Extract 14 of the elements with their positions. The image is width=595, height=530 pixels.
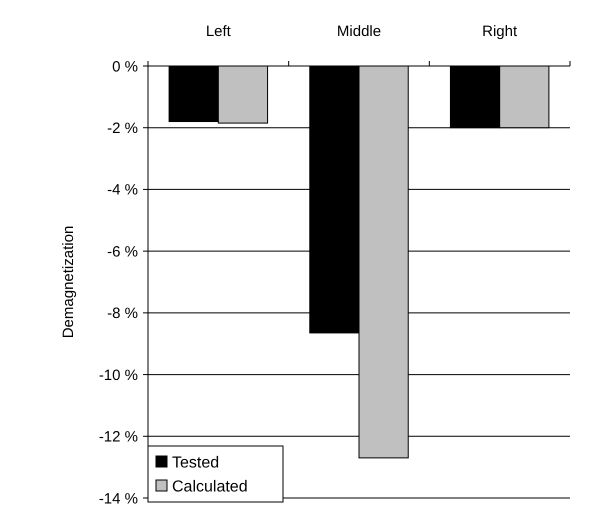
y-tick-label: -2 % [107,120,138,137]
x-tick-label: Right [482,23,518,40]
x-tick-label: Middle [336,23,382,40]
y-tick-label: 0 % [112,58,138,76]
y-tick-label: -12 % [98,428,138,446]
y-tick-label: -4 % [107,182,138,199]
legend-label: Calculated [172,478,248,496]
y-tick-label: -14 % [98,490,138,508]
y-tick-label: -6 % [107,243,138,260]
y-tick-label: -10 % [98,366,138,384]
legend-label: Tested [172,454,220,472]
y-axis-title: Demagnetization [60,226,77,338]
x-tick-label: Left [206,23,232,40]
y-tick-label: -8 % [107,305,138,322]
